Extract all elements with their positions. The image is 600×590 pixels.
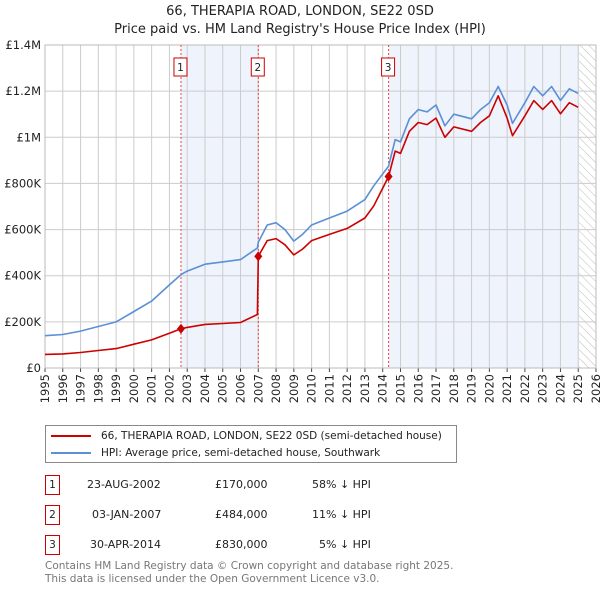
x-tick-label: 1998	[91, 374, 105, 403]
x-tick-label: 2000	[127, 374, 141, 403]
x-tick-label: 2017	[429, 374, 443, 403]
sale-marker-box: 3	[45, 535, 60, 555]
sale-date: 30-APR-2014	[90, 538, 162, 551]
x-tick-label: 2005	[216, 374, 230, 403]
y-tick-label: £0	[26, 361, 41, 375]
plot-border	[44, 44, 597, 369]
x-tick-label: 2015	[393, 374, 407, 403]
x-tick-label: 2003	[180, 374, 194, 403]
sale-point	[254, 251, 263, 262]
chart-title: 66, THERAPIA ROAD, LONDON, SE22 0SD	[166, 4, 434, 19]
x-tick-label: 2018	[447, 374, 461, 403]
legend-item-property: 66, THERAPIA ROAD, LONDON, SE22 0SD (sem…	[51, 428, 442, 444]
x-tick-label: 2024	[553, 374, 567, 403]
x-tick-label: 2001	[145, 374, 159, 403]
sale-row: 2 03-JAN-2007 £484,000 11% ↓ HPI	[45, 505, 445, 525]
sale-price: £830,000	[215, 538, 268, 551]
sale-point	[384, 171, 393, 182]
x-tick-label: 2012	[340, 374, 354, 403]
sale-row: 3 30-APR-2014 £830,000 5% ↓ HPI	[45, 535, 445, 555]
legend-item-hpi: HPI: Average price, semi-detached house,…	[51, 445, 380, 461]
x-tick-label: 2009	[287, 374, 301, 403]
x-tick-label: 2025	[571, 374, 585, 403]
sale-point	[176, 323, 185, 334]
sale-hpi-diff: 58% ↓ HPI	[312, 478, 371, 491]
sale-hpi-diff: 5% ↓ HPI	[319, 538, 371, 551]
chart-subtitle: Price paid vs. HM Land Registry's House …	[114, 22, 486, 37]
shaded-period	[180, 45, 259, 368]
x-tick-label: 1996	[56, 374, 70, 403]
sale-marker-box: 2	[45, 505, 60, 525]
legend: 66, THERAPIA ROAD, LONDON, SE22 0SD (sem…	[45, 425, 457, 463]
x-tick-label: 2006	[234, 374, 248, 403]
x-tick-label: 2008	[269, 374, 283, 403]
x-tick-label: 1995	[38, 374, 52, 403]
hpi-line	[44, 85, 579, 337]
x-tick-label: 2023	[536, 374, 550, 403]
x-tick-label: 2026	[589, 374, 600, 403]
x-tick-label: 2007	[251, 374, 265, 403]
x-tick-label: 2013	[358, 374, 372, 403]
x-tick-label: 2021	[500, 374, 514, 403]
chart-plot: 1995 1996 1997 1998 1999 2000 2001 2002 2003 2004…	[4, 38, 600, 403]
forecast-hatch	[579, 45, 596, 368]
x-tick-label: 2016	[411, 374, 425, 403]
x-tick-label: 1999	[109, 374, 123, 403]
x-tick-label: 2022	[518, 374, 532, 403]
x-tick-label: 2019	[465, 374, 479, 403]
legend-label: HPI: Average price, semi-detached house,…	[101, 447, 381, 459]
footer-copyright: Contains HM Land Registry data © Crown c…	[45, 560, 454, 572]
legend-label: 66, THERAPIA ROAD, LONDON, SE22 0SD (sem…	[101, 430, 442, 442]
y-tick-label: £600K	[4, 223, 41, 237]
footer-licence: This data is licensed under the Open Gov…	[45, 573, 380, 585]
sale-label: 1	[177, 62, 184, 74]
sale-label: 3	[385, 62, 392, 74]
x-tick-label: 1997	[74, 374, 88, 403]
sale-hpi-diff: 11% ↓ HPI	[312, 508, 371, 521]
x-tick-label: 2002	[162, 374, 176, 403]
y-tick-label: £800K	[4, 176, 41, 190]
sale-date: 03-JAN-2007	[92, 508, 162, 521]
shaded-period	[388, 45, 580, 368]
price-paid-line	[44, 95, 579, 356]
x-tick-label: 2011	[322, 374, 336, 403]
y-tick-label: £1.4M	[5, 38, 41, 52]
sale-label-box	[381, 57, 396, 77]
sale-price: £484,000	[215, 508, 268, 521]
y-tick-label: £1.2M	[5, 84, 41, 98]
x-tick-label: 2020	[482, 374, 496, 403]
legend-swatch-blue	[51, 452, 91, 454]
sale-row: 1 23-AUG-2002 £170,000 58% ↓ HPI	[45, 475, 445, 495]
y-tick-label: £200K	[4, 315, 41, 329]
sale-label-box	[173, 57, 188, 77]
x-tick-label: 2004	[198, 374, 212, 403]
sale-date: 23-AUG-2002	[87, 478, 161, 491]
x-tick-label: 2014	[376, 374, 390, 403]
y-tick-label: £1M	[16, 130, 41, 144]
footer: Contains HM Land Registry data © Crown c…	[45, 560, 453, 586]
sale-marker-box: 1	[45, 475, 60, 495]
legend-swatch-red	[51, 435, 91, 437]
y-tick-label: £400K	[4, 269, 41, 283]
sale-price: £170,000	[215, 478, 268, 491]
sale-label: 2	[254, 62, 261, 74]
x-tick-label: 2010	[305, 374, 319, 403]
sale-label-box	[250, 57, 265, 77]
